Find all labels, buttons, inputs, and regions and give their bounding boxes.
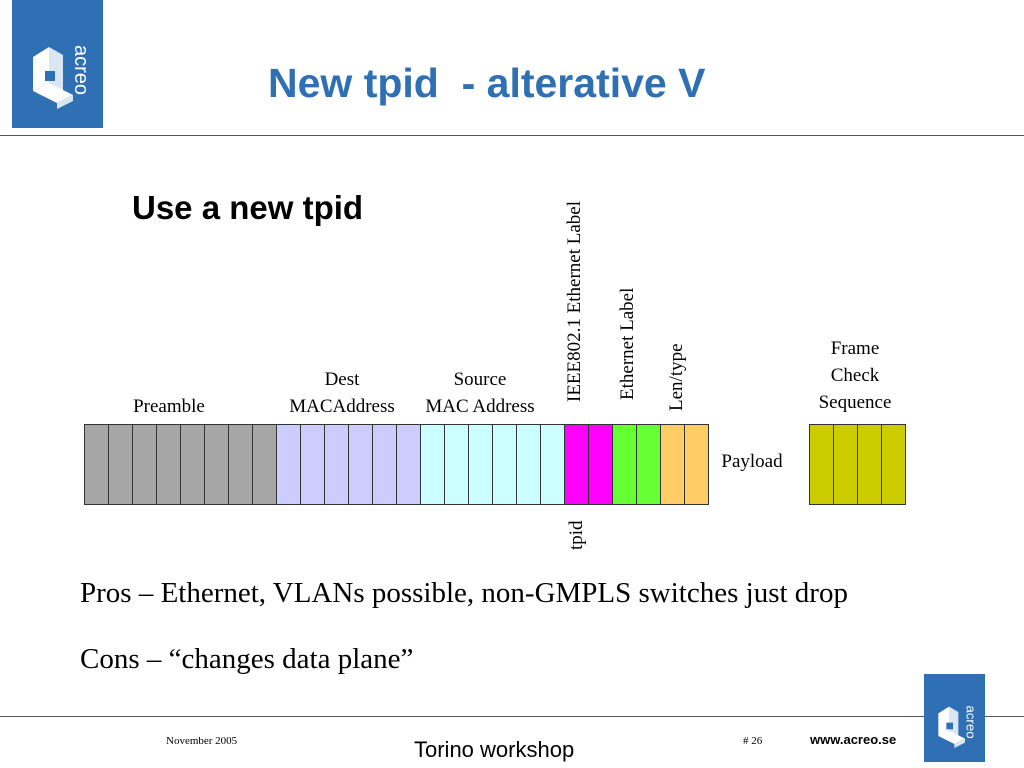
- frame-cell-fcs: [810, 424, 834, 505]
- header-divider: [0, 135, 1024, 136]
- subtitle: Use a new tpid: [132, 189, 364, 226]
- frame-cell-dest-mac: [397, 424, 421, 505]
- frame-cell-dest-mac: [349, 424, 373, 505]
- label-len-type: Len/type: [666, 343, 687, 411]
- frame-cell-preamble: [109, 424, 133, 505]
- frame-cell-dest-mac: [373, 424, 397, 505]
- frame-cell-preamble: [133, 424, 157, 505]
- acreo-logo-small: acreo: [924, 674, 985, 762]
- frame-cell-dest-mac: [325, 424, 349, 505]
- frame-cell-dest-mac: [301, 424, 325, 505]
- frame-cell-source-mac: [493, 424, 517, 505]
- frame-check-sequence-fields: [809, 424, 906, 505]
- acreo-logo-mark-small-icon: acreo: [937, 705, 978, 748]
- footer-url: www.acreo.se: [810, 732, 897, 747]
- frame-cell-source-mac: [421, 424, 445, 505]
- svg-text:acreo: acreo: [963, 705, 978, 738]
- label-ieee-ethernet-label: IEEE802.1 Ethernet Label: [564, 200, 585, 402]
- acreo-logo-mark-icon: acreo: [32, 45, 92, 109]
- label-source-line2: MAC Address: [425, 396, 535, 417]
- label-frame-check-sequence: Frame Check Sequence: [800, 335, 910, 416]
- frame-cell-tpid: [589, 424, 613, 505]
- frame-cell-fcs: [834, 424, 858, 505]
- frame-cell-len-type: [661, 424, 685, 505]
- footer-page-number: # 26: [743, 735, 763, 747]
- frame-cell-source-mac: [517, 424, 541, 505]
- label-preamble: Preamble: [133, 396, 205, 417]
- label-ethernet-label: Ethernet Label: [617, 287, 638, 400]
- frame-cell-ethernet-label: [637, 424, 661, 505]
- label-dest-mac: Dest MACAddress: [276, 366, 408, 420]
- footer-divider: [0, 716, 1024, 717]
- label-source-mac: Source MAC Address: [412, 366, 548, 420]
- frame-cell-ethernet-label: [613, 424, 637, 505]
- label-fcs-line3: Sequence: [818, 392, 892, 413]
- frame-cell-preamble: [229, 424, 253, 505]
- label-dest-line2: MACAddress: [289, 396, 395, 417]
- label-source-line1: Source: [453, 369, 507, 390]
- pros-text: Pros – Ethernet, VLANs possible, non-GMP…: [80, 577, 848, 609]
- frame-cell-preamble: [253, 424, 277, 505]
- acreo-logo: acreo: [12, 0, 103, 128]
- frame-cell-preamble: [205, 424, 229, 505]
- cons-text: Cons – “changes data plane”: [80, 643, 414, 675]
- frame-cell-source-mac: [541, 424, 565, 505]
- label-dest-line1: Dest: [324, 369, 360, 390]
- ethernet-frame-fields: [84, 424, 709, 505]
- frame-cell-fcs: [858, 424, 882, 505]
- page-title: New tpid - alterative V: [268, 60, 706, 106]
- label-fcs-line2: Check: [830, 365, 880, 386]
- frame-cell-tpid: [565, 424, 589, 505]
- frame-cell-source-mac: [469, 424, 493, 505]
- frame-cell-source-mac: [445, 424, 469, 505]
- label-tpid: tpid: [566, 520, 587, 550]
- footer-date: November 2005: [166, 735, 238, 747]
- svg-text:acreo: acreo: [70, 45, 92, 95]
- footer-event: Torino workshop: [414, 737, 575, 762]
- frame-cell-fcs: [882, 424, 906, 505]
- frame-cell-preamble: [85, 424, 109, 505]
- frame-cell-preamble: [181, 424, 205, 505]
- frame-cell-dest-mac: [277, 424, 301, 505]
- frame-cell-len-type: [685, 424, 709, 505]
- label-fcs-line1: Frame: [830, 338, 880, 359]
- frame-cell-preamble: [157, 424, 181, 505]
- label-payload: Payload: [721, 451, 783, 472]
